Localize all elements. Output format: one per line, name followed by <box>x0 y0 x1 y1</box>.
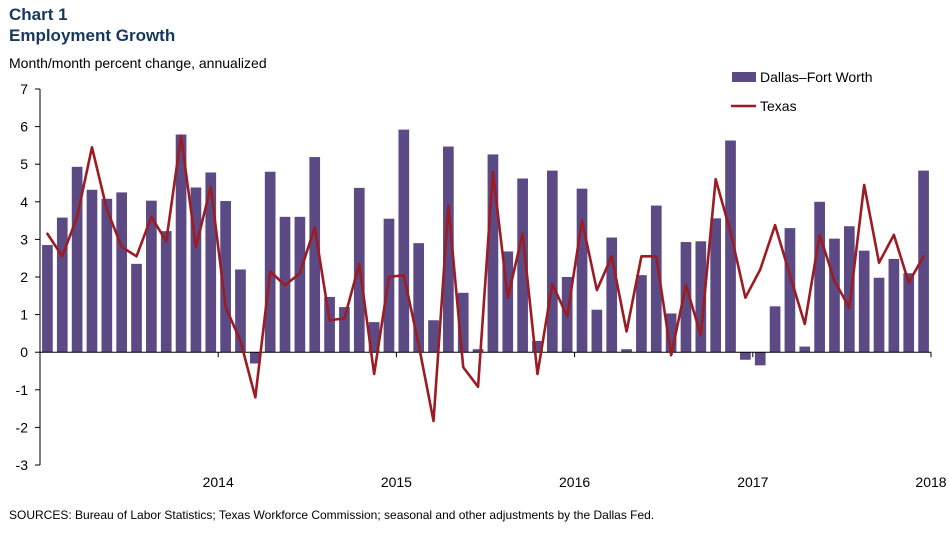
bar-dfw <box>918 170 929 353</box>
y-tick-label: 7 <box>20 81 28 97</box>
bar-dfw <box>101 198 113 353</box>
x-tick-label: 2016 <box>559 474 590 490</box>
bar-dfw <box>665 313 677 353</box>
sources-note: SOURCES: Bureau of Labor Statistics; Tex… <box>9 508 655 522</box>
bar-dfw <box>309 157 321 353</box>
employment-growth-chart: 7 6 5 4 3 2 1 0 -1 -2 -3 2014 2015 2016 2017 2018 Dallas… <box>16 69 947 490</box>
bar-dfw <box>235 269 246 353</box>
bar-dfw <box>829 238 840 353</box>
y-tick-label: 0 <box>20 344 28 360</box>
bar-dfw <box>56 217 68 353</box>
chart-title-block: Chart 1 Employment Growth <box>9 4 175 46</box>
bar-dfw <box>576 188 588 353</box>
bar-dfw <box>517 178 528 353</box>
x-tick-label: 2015 <box>381 474 412 490</box>
bar-dfw <box>680 242 692 353</box>
bar-dfw <box>502 251 514 353</box>
x-tick-label: 2014 <box>203 474 234 490</box>
bar-dfw <box>175 134 187 353</box>
bar-dfw <box>160 231 172 353</box>
bar-dfw <box>146 200 157 353</box>
bar-dfw <box>487 154 499 353</box>
bar-dfw <box>858 250 870 353</box>
bar-dfw <box>413 243 425 353</box>
bar-dfw <box>324 296 335 353</box>
bar-dfw <box>636 275 647 353</box>
bar-dfw <box>769 306 781 353</box>
bar-dfw <box>546 170 558 353</box>
bar-dfw <box>398 129 410 353</box>
bar-dfw <box>814 201 825 353</box>
y-tick-label: 6 <box>20 119 28 135</box>
bar-dfw <box>843 226 855 353</box>
y-tick-label: -3 <box>16 457 29 473</box>
bar-dfw <box>873 277 885 353</box>
legend-label-dfw: Dallas–Fort Worth <box>760 69 873 85</box>
chart-title: Employment Growth <box>9 26 176 45</box>
bar-dfw <box>249 352 261 364</box>
bar-dfw <box>131 263 142 353</box>
bar-dfw <box>472 349 484 353</box>
bar-dfw <box>368 322 380 353</box>
bar-dfw <box>725 140 736 353</box>
bar-dfw <box>532 340 543 353</box>
y-tick-label: 5 <box>20 156 28 172</box>
bar-dfw <box>428 320 439 353</box>
bar-dfw <box>86 189 98 353</box>
bar-dfw <box>754 352 766 366</box>
bar-dfw <box>710 218 722 353</box>
line-texas <box>46 134 925 423</box>
bar-dfw <box>339 307 350 353</box>
bar-dfw <box>695 241 707 353</box>
y-tick-label: -1 <box>16 382 29 398</box>
chart-number: Chart 1 <box>9 5 68 24</box>
bar-dfw <box>650 205 662 353</box>
bar-dfw <box>443 146 454 353</box>
x-tick-label: 2017 <box>737 474 768 490</box>
bar-dfw <box>116 192 128 353</box>
legend-swatch-dfw <box>732 72 756 82</box>
bar-dfw <box>71 166 83 353</box>
bar-dfw <box>264 171 276 353</box>
axis-unit-label: Month/month percent change, annualized <box>9 55 267 71</box>
x-tick-label: 2018 <box>915 474 946 490</box>
y-tick-label: 1 <box>20 307 28 323</box>
bar-dfw <box>740 352 751 360</box>
bar-dfw <box>888 258 900 353</box>
bar-dfw <box>799 346 811 353</box>
bar-dfw <box>205 172 217 353</box>
bar-dfw <box>294 216 306 353</box>
bar-dfw <box>784 228 796 353</box>
bar-dfw <box>606 237 618 353</box>
bar-dfw <box>903 273 915 353</box>
bar-dfw <box>42 245 53 353</box>
bar-dfw <box>591 309 603 353</box>
bar-dfw <box>621 349 632 353</box>
legend-label-texas: Texas <box>760 98 797 114</box>
y-tick-label: 3 <box>20 231 28 247</box>
bar-dfw <box>190 187 202 353</box>
y-tick-label: -2 <box>16 419 29 435</box>
bar-dfw <box>220 201 231 353</box>
bar-dfw <box>457 292 469 353</box>
y-tick-label: 4 <box>20 194 28 210</box>
y-tick-label: 2 <box>20 269 28 285</box>
